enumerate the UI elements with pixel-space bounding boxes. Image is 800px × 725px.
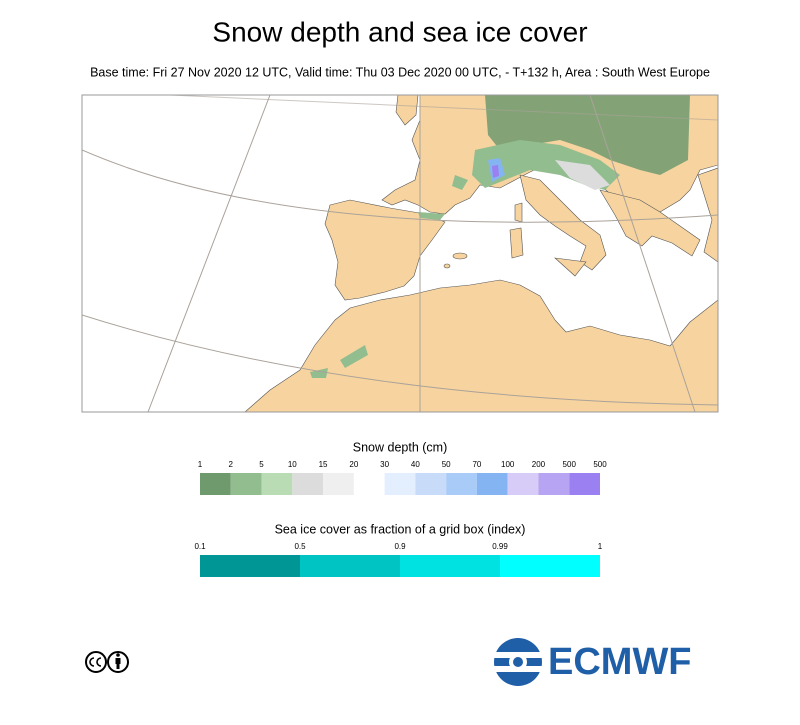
legend-label: 1 [598,542,603,551]
legend-swatch [569,473,600,495]
legend-label: 500 [593,460,607,469]
legend-label: 0.1 [194,542,206,551]
snow-legend: Snow depth (cm) 1 2 5 10 15 20 30 40 50 70 100 200 5… [198,440,607,495]
legend-label: 2 [229,460,234,469]
legend-swatch [292,473,324,495]
legend-swatch [446,473,477,495]
legend-swatch [500,555,600,577]
legend-label: 200 [532,460,546,469]
legend-swatch [353,473,385,495]
legend-swatch [507,473,539,495]
ecmwf-logo: ECMWF [494,638,692,686]
legend-swatch [400,555,500,577]
legend-swatch [384,473,416,495]
legend-label: 50 [442,460,451,469]
land [599,189,701,257]
legend-title: Snow depth (cm) [353,440,447,454]
legend-label: 5 [259,460,264,469]
legend-swatch [538,473,570,495]
legend-label: 15 [319,460,328,469]
legend-label: 100 [501,460,515,469]
snow-cover [310,95,690,378]
legend-label: 0.5 [294,542,306,551]
land [514,202,523,223]
land [395,95,419,126]
legend-label: 0.9 [394,542,406,551]
cc-icon [85,651,129,673]
legend-label: 40 [411,460,420,469]
legend-swatch [323,473,354,495]
legend-title: Sea ice cover as fraction of a grid box … [275,522,526,536]
legend-swatch [200,555,300,577]
legend-swatch [415,473,447,495]
legend-label: 30 [380,460,389,469]
logo-text: ECMWF [548,641,692,683]
legend-label: 10 [288,460,297,469]
legend-swatch [200,473,231,495]
map-frame [81,94,719,413]
land [554,257,587,277]
land [244,279,718,412]
legend-swatch [300,555,400,577]
legend-label: 0.99 [492,542,508,551]
ice-legend: Sea ice cover as fraction of a grid box … [194,522,603,577]
title: Snow depth and sea ice cover [212,16,587,47]
legend-swatch [476,473,508,495]
land [509,227,524,259]
legend-label: 70 [472,460,481,469]
land [519,174,607,271]
legend-label: 500 [563,460,577,469]
legend-swatch [230,473,262,495]
legend-label: 1 [198,460,203,469]
land [443,263,451,269]
land [697,167,718,263]
legend-label: 20 [349,460,358,469]
land [452,252,468,260]
graticule [82,95,718,412]
map [81,94,719,413]
legend-swatch [261,473,293,495]
land [324,199,446,301]
subtitle: Base time: Fri 27 Nov 2020 12 UTC, Valid… [90,65,710,79]
